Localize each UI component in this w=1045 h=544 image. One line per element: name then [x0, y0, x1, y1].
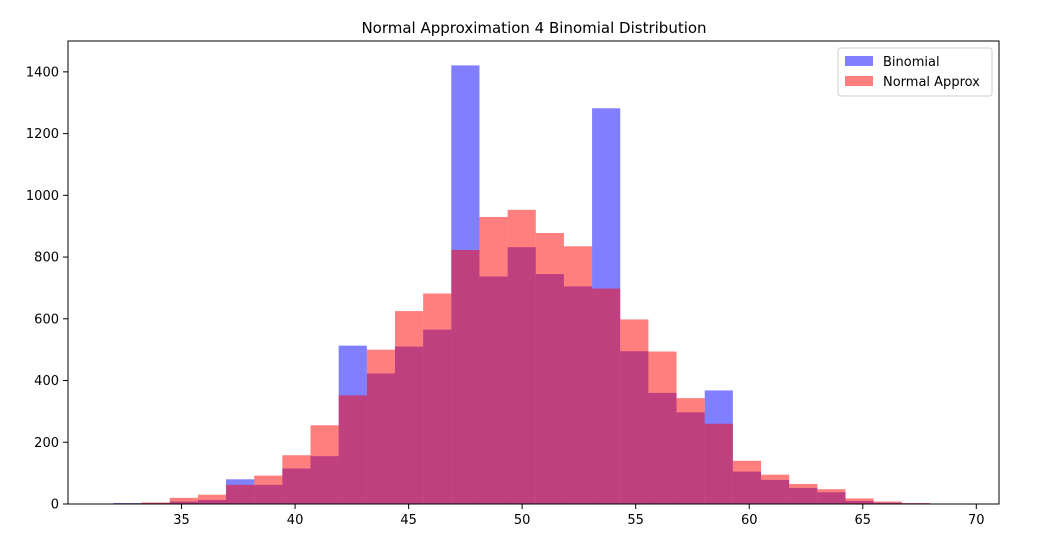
x-tick-label: 55 — [627, 513, 644, 528]
bar — [169, 497, 198, 504]
bar — [789, 483, 818, 504]
legend-swatch — [845, 76, 873, 86]
x-tick-label: 65 — [854, 513, 871, 528]
y-tick-label: 400 — [34, 374, 59, 389]
legend-swatch — [845, 56, 873, 66]
bar — [254, 475, 283, 504]
legend-label: Binomial — [883, 55, 940, 70]
y-tick-label: 1400 — [26, 65, 59, 80]
bar — [310, 425, 339, 504]
x-tick-label: 40 — [287, 513, 304, 528]
bar — [676, 398, 705, 504]
bar — [648, 351, 677, 504]
bar — [282, 455, 311, 504]
x-tick-label: 70 — [968, 513, 985, 528]
y-tick-label: 1000 — [26, 189, 59, 204]
bar — [338, 395, 367, 504]
y-tick-label: 1200 — [26, 127, 59, 142]
x-tick-label: 50 — [514, 513, 531, 528]
bar — [817, 489, 846, 504]
x-axis: 35 40 45 50 55 60 65 70 — [173, 504, 985, 528]
legend: Binomial Normal Approx — [837, 47, 993, 97]
bar — [226, 484, 255, 504]
bar — [423, 293, 452, 504]
bar — [873, 501, 902, 504]
bar — [197, 494, 227, 504]
series-normal-approx — [113, 209, 930, 504]
chart-title: Normal Approximation 4 Binomial Distribu… — [361, 19, 706, 37]
bar — [845, 498, 874, 504]
bar — [620, 319, 649, 504]
bar — [394, 311, 424, 504]
bars-layer — [113, 65, 930, 504]
x-tick-label: 60 — [741, 513, 758, 528]
y-tick-label: 0 — [51, 498, 59, 513]
y-tick-label: 200 — [34, 436, 59, 451]
bar — [761, 474, 790, 504]
bar — [451, 249, 480, 504]
bar — [592, 288, 621, 504]
bar — [535, 232, 564, 504]
bar — [507, 209, 536, 504]
y-axis: 0 200 400 600 800 1000 1200 1400 — [26, 65, 68, 513]
bar — [704, 423, 733, 504]
plot-frame — [67, 40, 1000, 505]
x-tick-label: 45 — [400, 513, 417, 528]
x-tick-label: 35 — [173, 513, 190, 528]
y-tick-label: 600 — [34, 312, 59, 327]
bar — [563, 246, 593, 504]
legend-box — [837, 47, 993, 97]
bar — [479, 216, 508, 504]
bar — [141, 502, 170, 504]
legend-label: Normal Approx — [883, 75, 980, 90]
bar — [732, 460, 762, 504]
bar — [366, 349, 395, 504]
y-tick-label: 800 — [34, 251, 59, 266]
